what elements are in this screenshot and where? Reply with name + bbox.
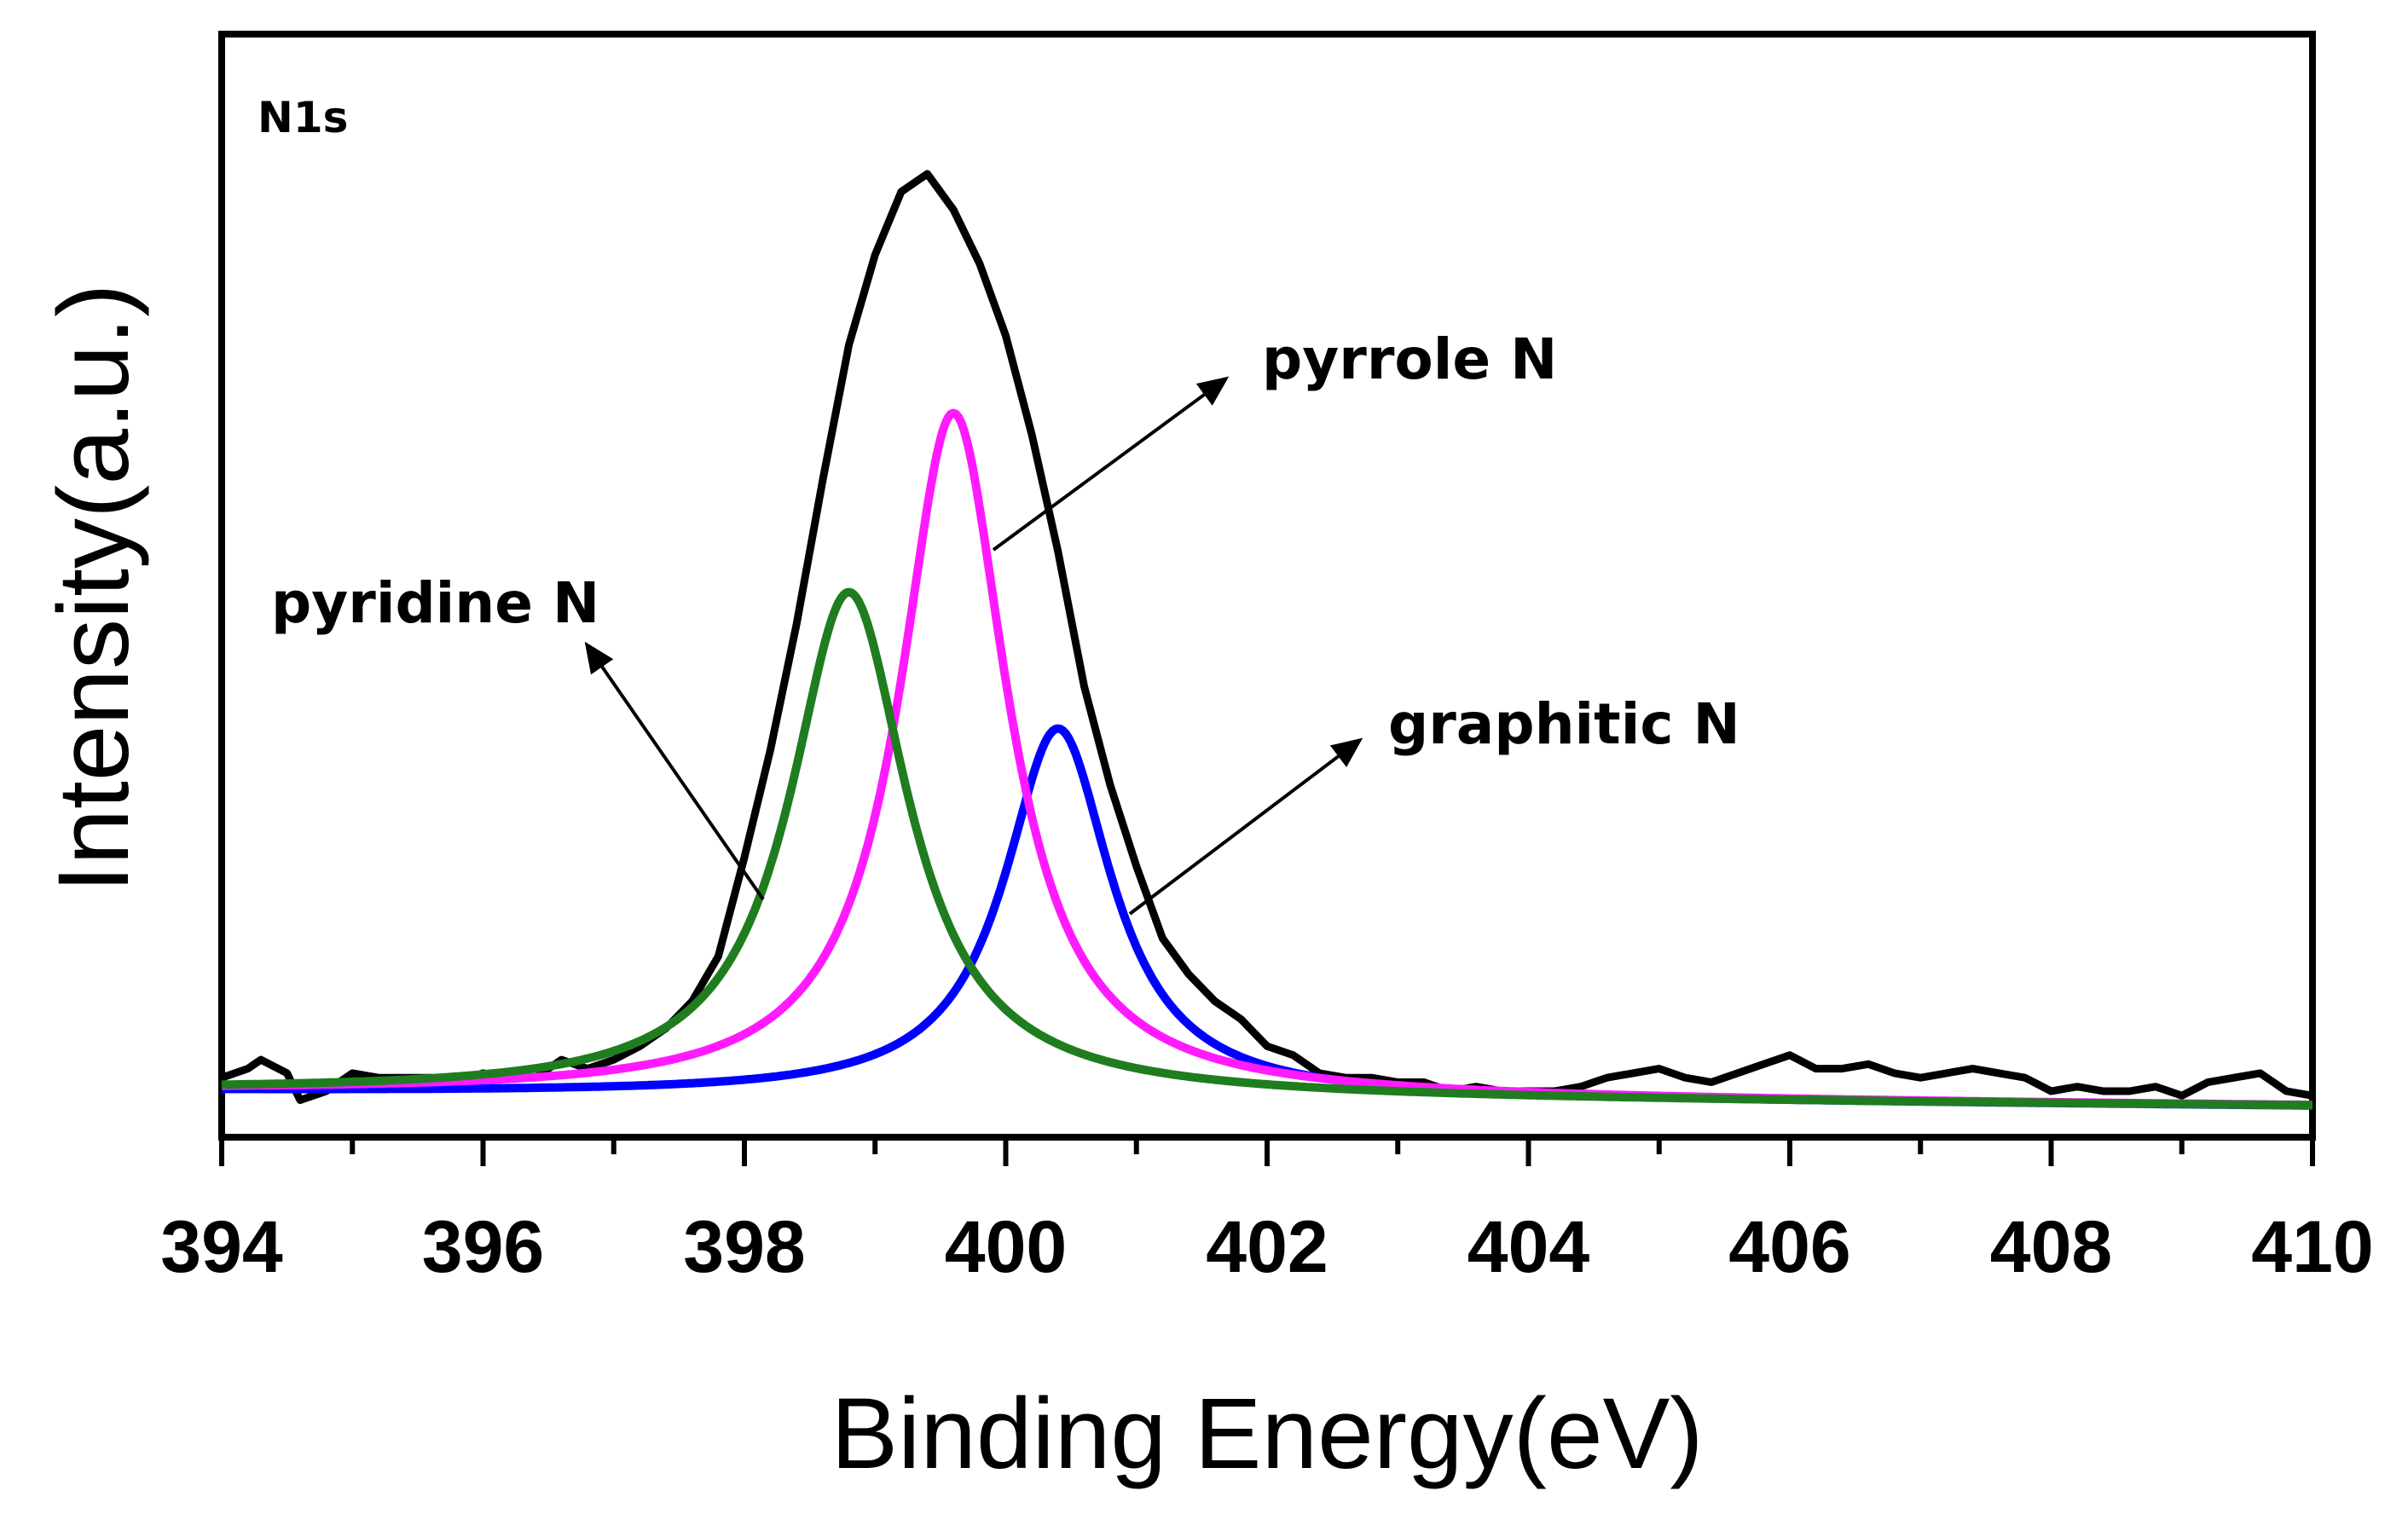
y-axis-title: Intensity(a.u.)	[38, 284, 150, 893]
series-line-pyrrole-n	[220, 408, 2314, 1110]
series-line-pyridine-n	[220, 587, 2314, 1110]
series-group	[220, 170, 2314, 1110]
x-tick-label: 408	[1990, 1206, 2113, 1288]
x-tick-label: 410	[2251, 1206, 2374, 1288]
x-tick-label: 404	[1467, 1206, 1590, 1288]
x-axis-ticks	[219, 1137, 2315, 1166]
annotation-graphitic-n: graphitic N	[1388, 691, 1740, 757]
annotation-pyrrole-n: pyrrole N	[1262, 326, 1557, 392]
x-tick-label: 396	[422, 1206, 545, 1288]
arrow-pyridine-n	[584, 641, 765, 901]
x-tick-label: 394	[160, 1206, 283, 1288]
arrow-graphitic-n	[1128, 737, 1363, 916]
x-tick-label: 400	[945, 1206, 1068, 1288]
panel-label: N1s	[258, 93, 348, 142]
x-tick-label: 398	[683, 1206, 806, 1288]
x-axis-tick-labels: 394 396 398 400 402 404 406 408 410	[160, 1206, 2374, 1288]
x-tick-label: 402	[1206, 1206, 1328, 1288]
annotation-pyridine-n: pyridine N	[271, 570, 599, 636]
series-line-experimental	[220, 170, 2313, 1104]
x-tick-label: 406	[1728, 1206, 1851, 1288]
x-axis-title: Binding Energy(eV)	[831, 1378, 1703, 1490]
arrow-pyrrole-n	[992, 376, 1230, 552]
